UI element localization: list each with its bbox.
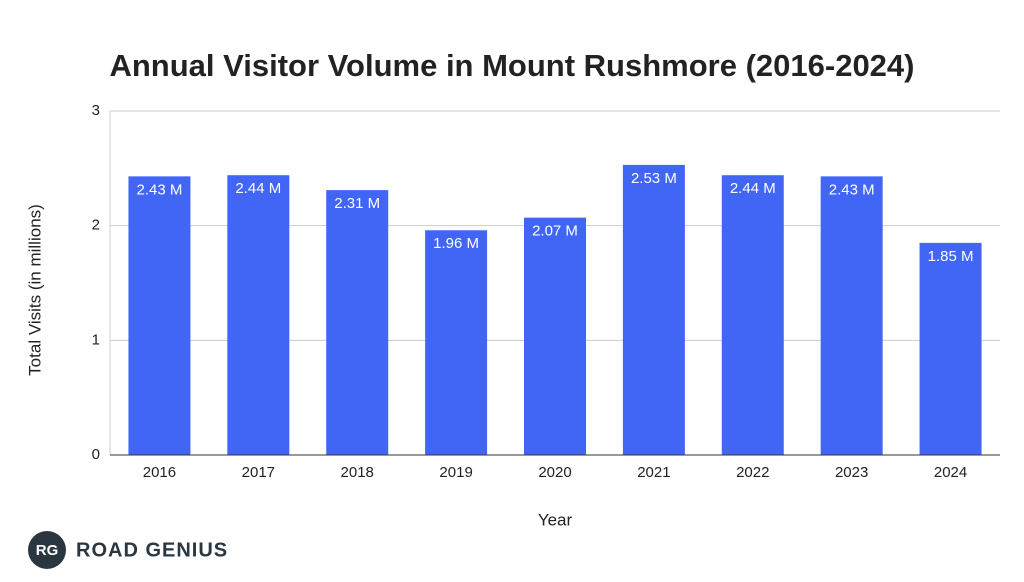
- value-label: 2.07 M: [532, 223, 578, 240]
- x-axis-label: Year: [538, 510, 573, 529]
- bar: [128, 176, 191, 456]
- bar: [227, 175, 290, 456]
- x-tick-label: 2020: [538, 464, 571, 481]
- value-label: 1.85 M: [928, 248, 974, 265]
- y-tick-label: 2: [92, 217, 100, 234]
- x-tick-label: 2024: [934, 464, 967, 481]
- value-label: 2.31 M: [334, 195, 380, 212]
- y-tick-label: 3: [92, 102, 100, 119]
- x-tick-label: 2021: [637, 464, 670, 481]
- value-label: 2.44 M: [235, 180, 281, 197]
- chart-title: Annual Visitor Volume in Mount Rushmore …: [109, 48, 914, 83]
- bar: [919, 242, 982, 455]
- bar: [622, 164, 685, 456]
- bar: [721, 175, 784, 456]
- x-tick-label: 2016: [143, 464, 176, 481]
- x-tick-label: 2017: [242, 464, 275, 481]
- x-tick-label: 2022: [736, 464, 769, 481]
- bar: [524, 217, 586, 455]
- bar: [326, 190, 389, 455]
- value-label: 2.43 M: [829, 181, 875, 198]
- value-label: 1.96 M: [433, 235, 479, 252]
- x-tick-label: 2023: [835, 464, 868, 481]
- value-label: 2.44 M: [730, 180, 776, 197]
- value-label: 2.43 M: [137, 181, 183, 198]
- logo-badge: [28, 531, 66, 569]
- value-label: 2.53 M: [631, 170, 677, 187]
- logo-name: ROAD GENIUS: [76, 539, 228, 561]
- x-tick-label: 2019: [439, 464, 472, 481]
- bar: [425, 230, 488, 455]
- y-axis-label: Total Visits (in millions): [25, 204, 44, 376]
- logo-badge-text: RG: [36, 542, 59, 559]
- bar: [820, 176, 883, 456]
- y-tick-label: 0: [92, 446, 100, 463]
- y-tick-label: 1: [92, 331, 100, 348]
- x-tick-label: 2018: [341, 464, 374, 481]
